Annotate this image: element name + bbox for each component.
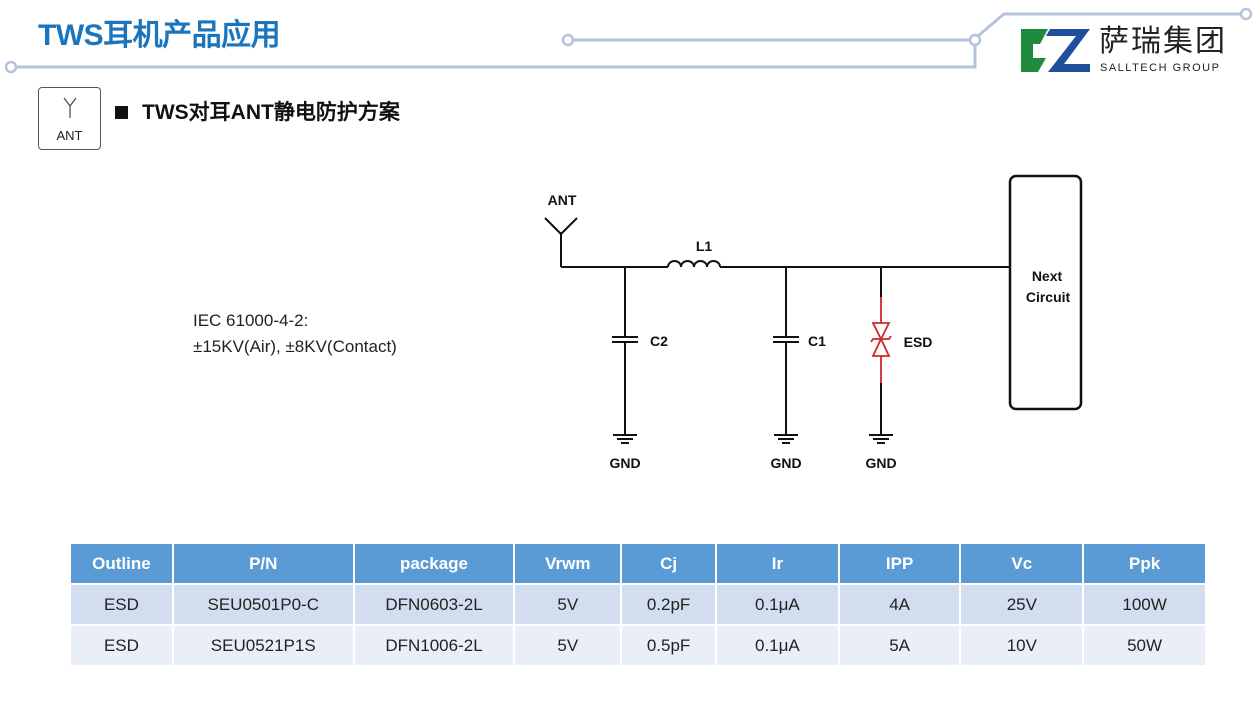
capacitor-c1 — [773, 267, 799, 435]
label-l1: L1 — [695, 238, 713, 254]
cell: 0.1μA — [715, 624, 840, 667]
col-header: Vc — [959, 542, 1085, 585]
logo-mark — [1021, 29, 1090, 72]
cell: 0.2pF — [620, 583, 718, 626]
label-gnd: GND — [770, 455, 802, 471]
iec-standard: IEC 61000-4-2: — [193, 311, 309, 330]
label-c1: C1 — [808, 333, 826, 349]
cell: DFN1006-2L — [352, 624, 516, 667]
cell: 100W — [1082, 583, 1207, 626]
col-header: Ppk — [1082, 542, 1207, 585]
circuit-diagram — [544, 174, 1083, 444]
antenna-icon-label: ANT — [56, 128, 83, 143]
logo-text-en: SALLTECH GROUP — [1100, 62, 1221, 74]
cell: 5V — [513, 624, 623, 667]
cell: 0.5pF — [620, 624, 718, 667]
label-gnd: GND — [865, 455, 897, 471]
cell: SEU0501P0-C — [171, 583, 355, 626]
col-header: Vrwm — [513, 542, 623, 585]
cell: 10V — [959, 624, 1085, 667]
antenna-icon — [63, 97, 77, 118]
cell: DFN0603-2L — [352, 583, 516, 626]
col-header: Ir — [715, 542, 840, 585]
cell: ESD — [69, 583, 174, 626]
product-table: Outline P/N package Vrwm Cj Ir IPP Vc Pp… — [69, 542, 1207, 667]
col-header: P/N — [171, 542, 355, 585]
logo-text-cn: 萨瑞集团 — [1099, 25, 1227, 58]
section-subtitle: TWS对耳ANT静电防护方案 — [142, 101, 400, 124]
cell: 5V — [513, 583, 623, 626]
label-c2: C2 — [650, 333, 668, 349]
table-row: ESD SEU0521P1S DFN1006-2L 5V 0.5pF 0.1μA… — [69, 624, 1207, 667]
cell: SEU0521P1S — [171, 624, 355, 667]
cell: 25V — [959, 583, 1085, 626]
label-next: Next — [1031, 268, 1063, 284]
table-row: ESD SEU0501P0-C DFN0603-2L 5V 0.2pF 0.1μ… — [69, 583, 1207, 626]
iec-levels: ±15KV(Air), ±8KV(Contact) — [193, 337, 397, 356]
col-header: package — [352, 542, 516, 585]
bullet-square-icon — [115, 106, 128, 119]
table-header-row: Outline P/N package Vrwm Cj Ir IPP Vc Pp… — [69, 542, 1207, 585]
label-gnd: GND — [609, 455, 641, 471]
cell: 4A — [837, 583, 962, 626]
capacitor-c2 — [612, 267, 638, 435]
col-header: IPP — [837, 542, 962, 585]
page-title: TWS耳机产品应用 — [38, 19, 281, 52]
antenna-icon-box: ANT — [38, 87, 101, 150]
label-circuit: Circuit — [1025, 289, 1071, 305]
cell: 5A — [837, 624, 962, 667]
label-ant: ANT — [547, 192, 577, 208]
cell: 0.1μA — [715, 583, 840, 626]
cell: 50W — [1082, 624, 1207, 667]
inductor-l1 — [667, 260, 721, 268]
cell: ESD — [69, 624, 174, 667]
col-header: Outline — [69, 542, 174, 585]
label-esd: ESD — [903, 334, 933, 350]
col-header: Cj — [620, 542, 718, 585]
esd-diode — [870, 297, 892, 383]
iec-spec: IEC 61000-4-2: ±15KV(Air), ±8KV(Contact) — [193, 308, 397, 360]
next-circuit-block — [1008, 174, 1083, 411]
ground-symbols — [613, 434, 893, 444]
